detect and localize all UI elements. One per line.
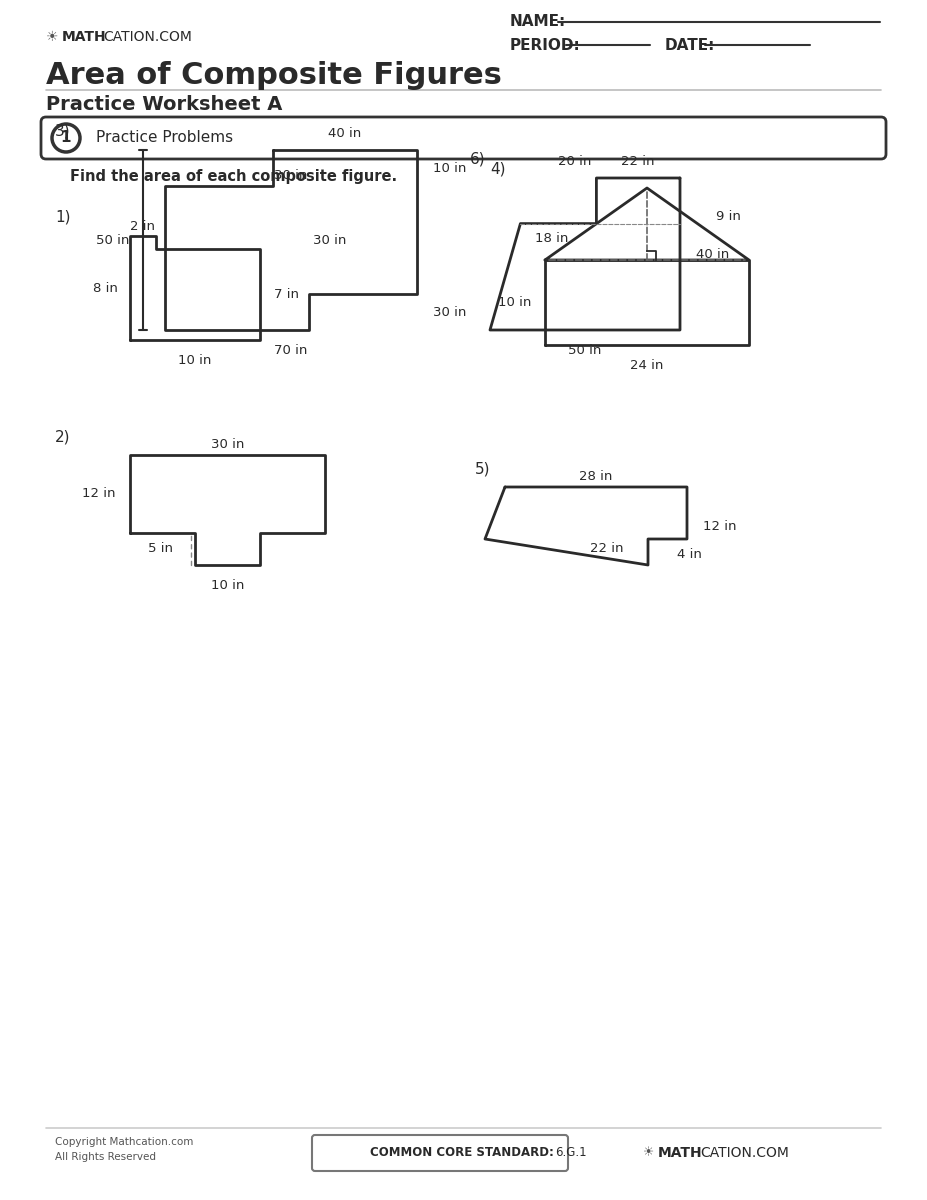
Text: 1: 1	[61, 131, 71, 145]
Text: CATION.COM: CATION.COM	[103, 30, 192, 44]
Text: Practice Problems: Practice Problems	[96, 131, 233, 145]
Text: COMMON CORE STANDARD:: COMMON CORE STANDARD:	[370, 1146, 553, 1159]
Text: 3): 3)	[55, 122, 70, 138]
Text: PERIOD:: PERIOD:	[510, 37, 580, 53]
Text: MATH: MATH	[658, 1146, 703, 1160]
Text: 50 in: 50 in	[568, 344, 602, 358]
Text: 22 in: 22 in	[590, 542, 623, 556]
Text: 10 in: 10 in	[498, 296, 531, 308]
Text: 18 in: 18 in	[536, 232, 569, 245]
Text: 40 in: 40 in	[328, 127, 362, 140]
Text: 28 in: 28 in	[579, 470, 613, 484]
Text: 30 in: 30 in	[210, 438, 244, 451]
Text: Find the area of each composite figure.: Find the area of each composite figure.	[70, 169, 397, 185]
Text: 12 in: 12 in	[703, 520, 736, 533]
Text: Copyright Mathcation.com: Copyright Mathcation.com	[55, 1138, 194, 1147]
Text: 40 in: 40 in	[696, 247, 730, 260]
Text: DATE:: DATE:	[665, 37, 716, 53]
Text: 30 in: 30 in	[274, 169, 308, 182]
FancyBboxPatch shape	[41, 116, 886, 158]
Text: NAME:: NAME:	[510, 14, 566, 30]
Text: 4): 4)	[490, 161, 505, 176]
Text: 8 in: 8 in	[93, 282, 118, 294]
Text: 7 in: 7 in	[274, 288, 299, 301]
Text: 10 in: 10 in	[178, 354, 211, 367]
Text: 10 in: 10 in	[433, 162, 466, 174]
Circle shape	[52, 124, 80, 152]
Text: 9 in: 9 in	[716, 210, 741, 222]
Text: 10 in: 10 in	[210, 578, 244, 592]
Text: 30 in: 30 in	[433, 306, 466, 318]
Text: 50 in: 50 in	[95, 234, 129, 246]
Text: ☀: ☀	[46, 30, 58, 44]
Text: Area of Composite Figures: Area of Composite Figures	[46, 60, 502, 90]
Text: 5): 5)	[475, 462, 490, 476]
Text: CATION.COM: CATION.COM	[700, 1146, 789, 1160]
Text: 20 in: 20 in	[558, 155, 591, 168]
Text: 1): 1)	[55, 209, 70, 224]
Text: 24 in: 24 in	[630, 359, 664, 372]
Text: 70 in: 70 in	[274, 344, 308, 358]
Text: 5 in: 5 in	[148, 542, 173, 556]
Text: 12 in: 12 in	[83, 487, 116, 500]
Text: MATH: MATH	[62, 30, 107, 44]
Text: 6.G.1: 6.G.1	[555, 1146, 587, 1159]
FancyBboxPatch shape	[312, 1135, 568, 1171]
Text: 4 in: 4 in	[678, 548, 703, 562]
Text: 2 in: 2 in	[131, 220, 156, 233]
Text: 30 in: 30 in	[312, 234, 346, 246]
Text: Practice Worksheet A: Practice Worksheet A	[46, 95, 283, 114]
Text: 6): 6)	[470, 151, 486, 166]
Text: ☀: ☀	[643, 1146, 654, 1159]
Text: All Rights Reserved: All Rights Reserved	[55, 1152, 156, 1162]
Text: 22 in: 22 in	[621, 155, 655, 168]
Text: 2): 2)	[55, 430, 70, 444]
